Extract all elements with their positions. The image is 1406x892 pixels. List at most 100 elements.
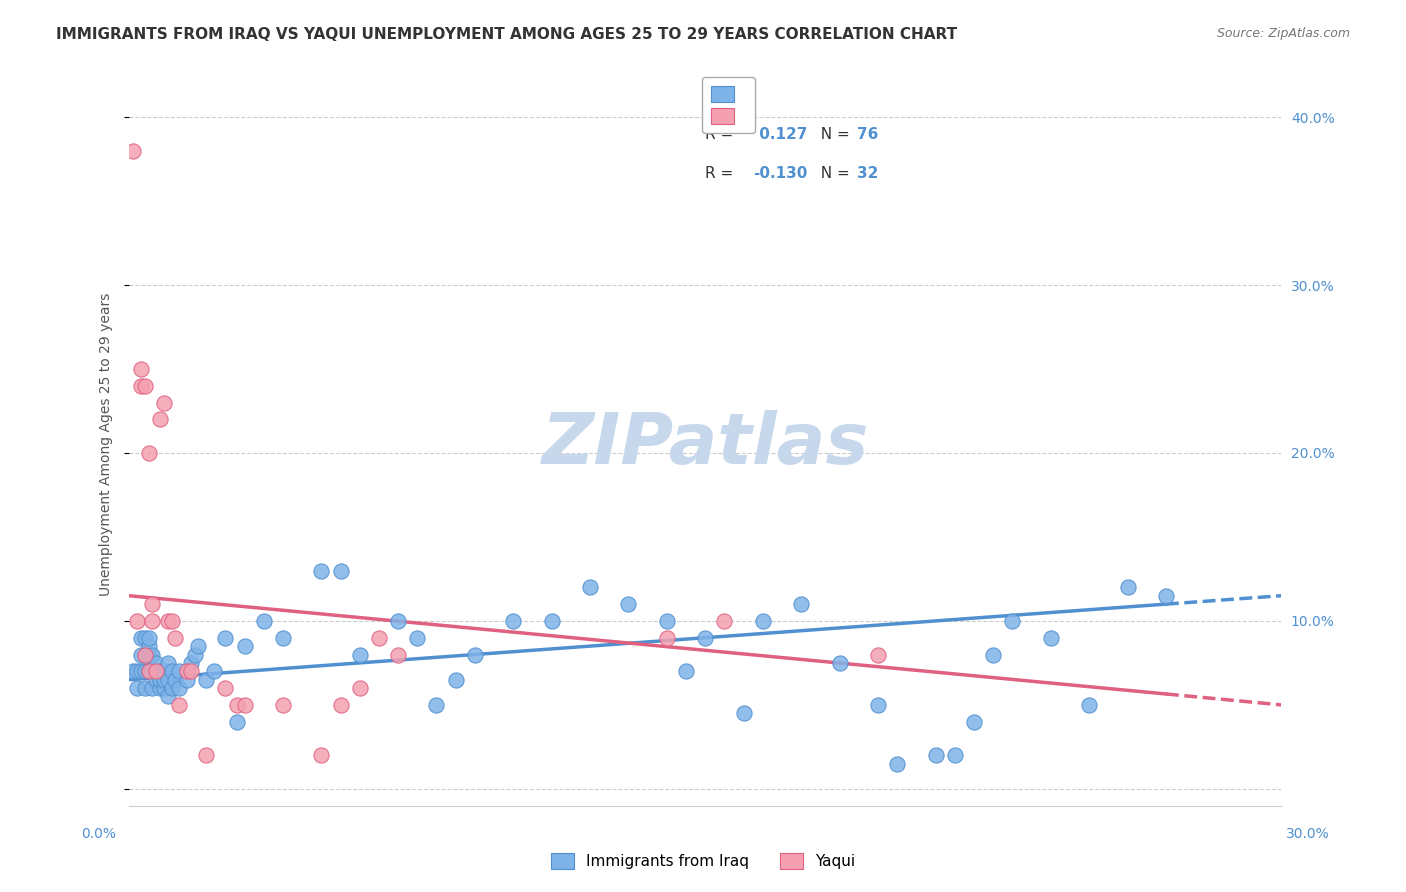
Point [125,665,148,679]
Text: 30.0%: 30.0% [1285,828,1330,841]
Text: IMMIGRANTS FROM IRAQ VS YAQUI UNEMPLOYMENT AMONG AGES 25 TO 29 YEARS CORRELATION: IMMIGRANTS FROM IRAQ VS YAQUI UNEMPLOYME… [56,27,957,42]
Point [271,698,294,712]
Point [540,614,562,628]
Point [1078,698,1101,712]
Point [153,681,176,695]
Point [349,648,371,662]
Point [866,648,889,662]
Point [145,665,167,679]
Point [149,673,172,687]
Point [943,748,966,763]
Text: R =: R = [706,166,738,181]
Point [134,648,156,662]
Point [129,665,152,679]
Text: -0.130: -0.130 [754,166,808,181]
Point [165,631,187,645]
Point [138,665,160,679]
Point [349,681,371,695]
Point [790,597,813,611]
Point [1154,589,1177,603]
Point [176,673,198,687]
Point [1039,631,1062,645]
Point [963,714,986,729]
Point [129,648,152,662]
Point [195,748,218,763]
Point [828,656,851,670]
Point [444,673,467,687]
Point [153,395,176,409]
Point [329,564,352,578]
Point [387,648,409,662]
Point [160,665,183,679]
Point [129,631,152,645]
Point [752,614,775,628]
Point [122,144,145,158]
Point [214,681,236,695]
Point [214,631,236,645]
Point [655,614,678,628]
Point [145,656,167,670]
Point [924,748,946,763]
Point [138,665,160,679]
Point [141,614,163,628]
Point [153,673,176,687]
Text: 0.0%: 0.0% [82,828,115,841]
Point [138,446,160,460]
Point [253,614,276,628]
Point [329,698,352,712]
Point [134,648,156,662]
Point [387,614,409,628]
Point [138,648,160,662]
Text: N =: N = [811,166,855,181]
Point [886,756,908,771]
Point [145,673,167,687]
Point [138,639,160,653]
Point [187,639,209,653]
Point [233,639,256,653]
Point [617,597,640,611]
Point [149,412,172,426]
Point [156,656,179,670]
Point [183,648,205,662]
Point [134,631,156,645]
Text: N =: N = [811,127,855,142]
Point [425,698,447,712]
Point [156,690,179,704]
Legend: , : , [702,77,755,133]
Legend: Immigrants from Iraq, Yaqui: Immigrants from Iraq, Yaqui [546,847,860,875]
Point [675,665,697,679]
Point [713,614,735,628]
Point [180,665,202,679]
Point [153,665,176,679]
Text: 0.127: 0.127 [754,127,807,142]
Point [160,681,183,695]
Point [134,665,156,679]
Point [225,714,247,729]
Point [1116,580,1139,594]
Point [866,698,889,712]
Point [156,614,179,628]
Point [1001,614,1024,628]
Point [167,681,190,695]
Point [160,614,183,628]
Point [367,631,389,645]
Point [167,665,190,679]
Point [981,648,1004,662]
Point [406,631,429,645]
Point [125,614,148,628]
Text: R =: R = [706,127,738,142]
Point [502,614,524,628]
Point [125,681,148,695]
Point [129,379,152,393]
Point [195,673,218,687]
Text: Source: ZipAtlas.com: Source: ZipAtlas.com [1216,27,1350,40]
Point [141,665,163,679]
Text: 32: 32 [858,166,879,181]
Point [180,656,202,670]
Point [141,681,163,695]
Point [138,665,160,679]
Point [202,665,225,679]
Point [695,631,717,645]
Point [233,698,256,712]
Point [271,631,294,645]
